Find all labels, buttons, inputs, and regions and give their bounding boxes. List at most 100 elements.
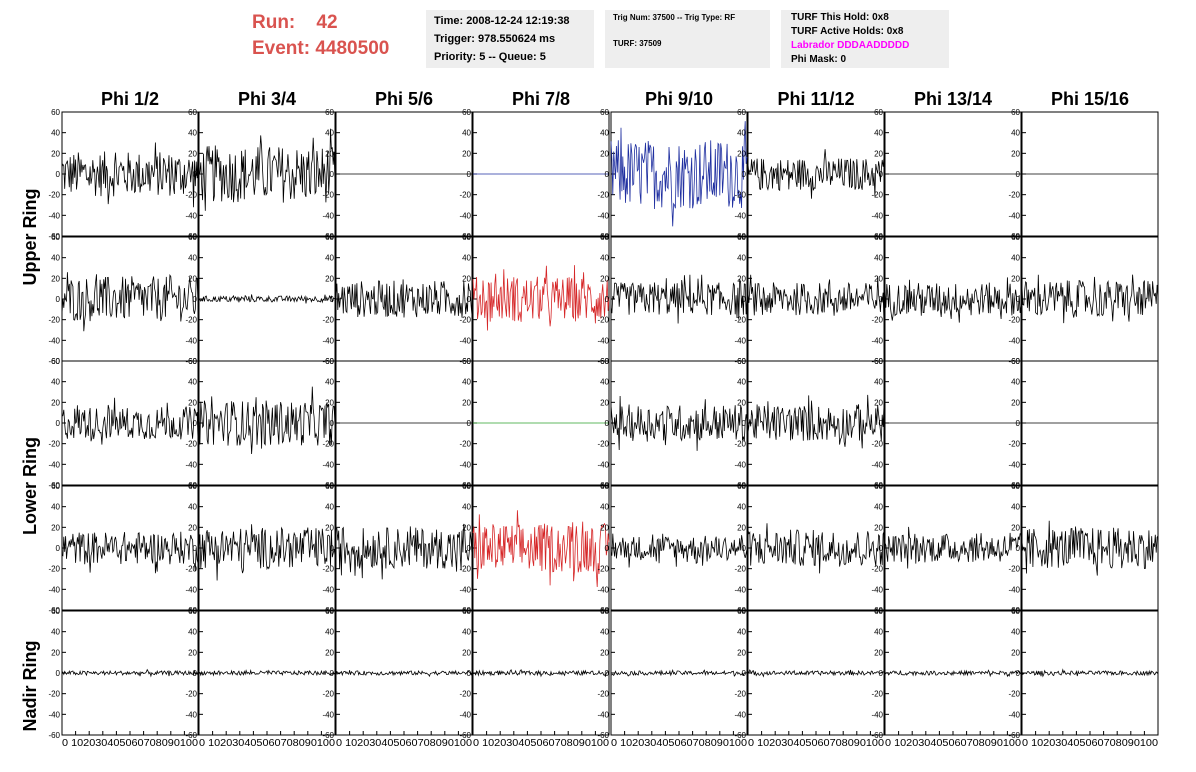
waveform-trace	[61, 142, 199, 208]
y-tick-label: 0	[1016, 295, 1021, 304]
y-tick-label: 0	[742, 544, 747, 553]
y-tick-label: -40	[185, 211, 197, 220]
waveform-trace	[1021, 668, 1159, 678]
y-tick-label: -40	[597, 460, 609, 469]
y-tick-label: -20	[48, 690, 60, 699]
y-tick-label: -20	[871, 316, 883, 325]
y-tick-label: -20	[48, 316, 60, 325]
y-tick-label: -40	[871, 585, 883, 594]
y-tick-label: -40	[322, 460, 334, 469]
waveform-trace	[61, 272, 199, 332]
y-tick-label: -20	[597, 690, 609, 699]
y-tick-label: 0	[879, 544, 884, 553]
y-tick-label: 60	[1011, 357, 1020, 366]
y-tick-label: 20	[600, 648, 609, 657]
y-tick-label: 0	[879, 295, 884, 304]
panel-frame	[884, 610, 1022, 736]
y-tick-label: -60	[1008, 731, 1020, 740]
y-tick-label: 40	[188, 129, 197, 138]
turf-hold-text: TURF This Hold: 0x8	[791, 12, 889, 23]
y-tick-label: 20	[325, 398, 334, 407]
y-tick-label: 60	[51, 607, 60, 616]
ring-label: Upper Ring	[20, 189, 40, 286]
panel-frame	[884, 236, 1022, 362]
y-tick-label: 40	[737, 378, 746, 387]
y-tick-label: -20	[871, 440, 883, 449]
y-tick-label: 60	[462, 108, 471, 117]
y-tick-label: 60	[325, 233, 334, 242]
y-tick-label: 0	[467, 544, 472, 553]
x-tick-labels: 0 102030405060708090100	[336, 738, 472, 749]
y-tick-label: 0	[1016, 669, 1021, 678]
y-tick-label: -40	[871, 710, 883, 719]
y-tick-label: 0	[742, 419, 747, 428]
y-tick-label: 20	[325, 149, 334, 158]
y-tick-label: -40	[597, 211, 609, 220]
y-tick-label: -40	[734, 336, 746, 345]
y-tick-label: 40	[600, 129, 609, 138]
y-tick-label: 0	[56, 295, 61, 304]
y-tick-label: 40	[874, 129, 883, 138]
y-tick-label: 0	[605, 295, 610, 304]
waveform-trace	[61, 397, 199, 445]
time-text: Time: 2008-12-24 12:19:38	[434, 15, 570, 27]
y-tick-label: 40	[600, 254, 609, 263]
run-row: Run: 42	[252, 10, 389, 36]
y-tick-label: 40	[874, 254, 883, 263]
y-tick-label: 60	[462, 482, 471, 491]
y-tick-label: 0	[1016, 170, 1021, 179]
y-tick-label: -40	[734, 211, 746, 220]
y-tick-label: 60	[188, 482, 197, 491]
y-tick-label: 20	[51, 398, 60, 407]
y-tick-label: 40	[325, 503, 334, 512]
trig-num-text: Trig Num: 37500 -- Trig Type: RF	[613, 13, 736, 22]
y-tick-label: 0	[742, 170, 747, 179]
y-tick-label: -20	[185, 191, 197, 200]
y-tick-label: 0	[467, 669, 472, 678]
y-tick-label: 60	[51, 482, 60, 491]
y-tick-label: 0	[193, 295, 198, 304]
y-tick-label: -20	[734, 690, 746, 699]
y-tick-label: 40	[1011, 378, 1020, 387]
y-tick-label: -60	[48, 731, 60, 740]
y-tick-label: 0	[605, 544, 610, 553]
waveform-trace	[747, 274, 885, 325]
waveform-trace	[198, 669, 336, 677]
y-tick-label: 40	[1011, 628, 1020, 637]
y-tick-label: 0	[605, 669, 610, 678]
x-tick-labels: 0 102030405060708090100	[62, 738, 198, 749]
y-tick-label: -40	[322, 336, 334, 345]
y-tick-label: 20	[737, 648, 746, 657]
waveform-trace	[1021, 520, 1159, 576]
y-tick-label: -40	[459, 336, 471, 345]
y-tick-label: 40	[188, 503, 197, 512]
y-tick-label: 60	[737, 233, 746, 242]
y-tick-label: -40	[48, 336, 60, 345]
y-tick-label: 20	[1011, 274, 1020, 283]
y-tick-label: 40	[874, 628, 883, 637]
y-tick-label: 60	[325, 607, 334, 616]
waveform-trace	[472, 510, 610, 588]
column-header: Phi 3/4	[238, 89, 296, 109]
y-tick-label: 40	[325, 628, 334, 637]
y-tick-label: 40	[874, 378, 883, 387]
time-info-box: Time: 2008-12-24 12:19:38 Trigger: 978.5…	[426, 10, 594, 68]
y-tick-label: -60	[322, 731, 334, 740]
y-tick-label: -40	[1008, 336, 1020, 345]
y-tick-label: 20	[737, 274, 746, 283]
y-tick-label: -60	[48, 481, 60, 490]
y-tick-label: -40	[597, 585, 609, 594]
x-tick-labels: 0 102030405060708090100	[1022, 738, 1158, 749]
y-tick-label: 60	[874, 357, 883, 366]
y-tick-label: -60	[48, 357, 60, 366]
y-tick-label: -20	[734, 440, 746, 449]
y-tick-label: 60	[737, 357, 746, 366]
y-tick-label: -20	[1008, 440, 1020, 449]
y-tick-label: 20	[874, 274, 883, 283]
y-tick-label: 40	[600, 378, 609, 387]
y-tick-label: -40	[459, 211, 471, 220]
y-tick-label: -40	[734, 460, 746, 469]
y-tick-label: -40	[1008, 710, 1020, 719]
y-tick-label: 0	[193, 544, 198, 553]
trigger-info-box: Trig Num: 37500 -- Trig Type: RF TURF: 3…	[605, 10, 770, 68]
